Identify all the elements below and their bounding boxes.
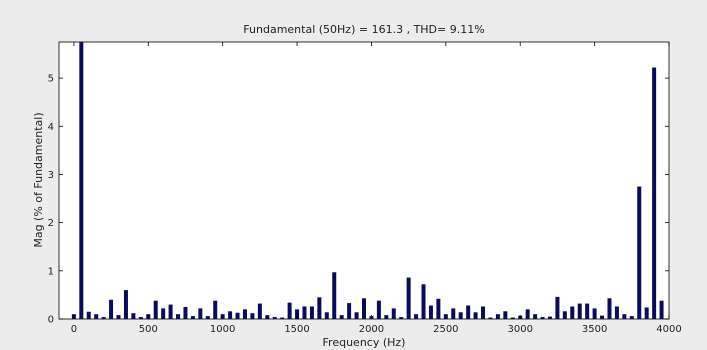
bar	[242, 309, 247, 319]
bar	[607, 298, 612, 319]
x-tick-label: 2000	[359, 324, 384, 335]
bar	[257, 303, 262, 319]
bar	[421, 284, 426, 319]
y-tick-label: 4	[48, 122, 54, 133]
bar	[86, 311, 91, 319]
bar	[488, 317, 493, 319]
bar	[570, 306, 575, 319]
plot-area	[58, 41, 670, 320]
axis-ticks: 0 500 1000 1500 2000 2500 3000 3500 4000 0 1 2 3 4 5	[48, 42, 682, 335]
bar	[362, 298, 366, 319]
bar	[138, 317, 143, 319]
bar	[324, 312, 329, 319]
x-tick-label: 1000	[210, 324, 235, 335]
bar	[153, 300, 158, 319]
y-axis-label: Mag (% of Fundamental)	[32, 112, 45, 247]
bar	[547, 316, 552, 319]
bar	[176, 314, 181, 319]
bar	[473, 312, 478, 319]
bar	[600, 315, 605, 319]
y-tick-label: 1	[48, 266, 54, 277]
bar	[510, 317, 515, 319]
y-tick-label: 5	[48, 74, 54, 85]
bar	[354, 312, 359, 319]
bar-series	[71, 42, 664, 319]
x-tick-label: 0	[71, 324, 77, 335]
bar	[585, 303, 590, 319]
bar	[629, 316, 634, 319]
bar	[213, 300, 218, 319]
bar	[384, 315, 389, 319]
bar	[332, 272, 337, 319]
x-tick-label: 500	[139, 324, 158, 335]
bar	[399, 317, 404, 319]
bar	[250, 313, 255, 319]
bar	[309, 306, 314, 319]
x-tick-label: 3000	[507, 324, 532, 335]
bar	[317, 297, 322, 319]
bar	[533, 314, 538, 319]
bar	[347, 303, 352, 319]
bar	[614, 306, 619, 319]
bar	[592, 308, 597, 319]
bar	[414, 314, 419, 319]
bar	[190, 316, 195, 319]
bar	[116, 315, 121, 319]
bar	[659, 300, 664, 319]
bar	[287, 302, 292, 319]
bar	[481, 306, 486, 319]
bar	[622, 314, 627, 319]
bar	[101, 317, 106, 319]
x-tick-label: 2500	[433, 324, 458, 335]
bar	[644, 307, 649, 319]
bar	[183, 306, 188, 319]
bar	[295, 309, 300, 319]
bar	[205, 316, 210, 319]
x-tick-label: 1500	[284, 324, 309, 335]
bar	[302, 306, 307, 319]
bar	[495, 314, 500, 319]
bar	[391, 308, 396, 319]
bar	[123, 290, 128, 319]
bar	[265, 315, 270, 319]
bar	[79, 42, 84, 319]
bar	[131, 313, 136, 319]
bar	[466, 305, 471, 319]
bar	[339, 315, 344, 319]
x-tick-label: 3500	[582, 324, 607, 335]
bar	[451, 308, 456, 319]
bar	[577, 303, 582, 319]
bar	[376, 300, 381, 319]
bar	[652, 67, 657, 319]
bar	[198, 308, 203, 319]
bar	[562, 311, 567, 319]
bar	[272, 317, 277, 319]
bar	[228, 311, 233, 319]
x-tick-label: 4000	[656, 324, 681, 335]
x-axis-label: Frequency (Hz)	[323, 336, 406, 349]
bar	[94, 314, 99, 319]
y-tick-label: 3	[48, 170, 54, 181]
bar	[161, 308, 166, 319]
bar	[503, 311, 508, 319]
bar	[540, 317, 545, 319]
bar	[525, 309, 530, 319]
bar	[406, 277, 411, 319]
bar	[109, 299, 114, 319]
y-tick-label: 0	[48, 315, 54, 326]
y-tick-label: 2	[48, 218, 54, 229]
bar	[436, 298, 441, 319]
bar	[637, 186, 642, 319]
bar	[235, 312, 240, 319]
bar	[428, 305, 433, 319]
bar	[555, 296, 560, 319]
bar	[280, 317, 285, 319]
bar	[458, 312, 463, 319]
bar	[168, 304, 173, 319]
chart-title: Fundamental (50Hz) = 161.3 , THD= 9.11%	[243, 23, 484, 36]
